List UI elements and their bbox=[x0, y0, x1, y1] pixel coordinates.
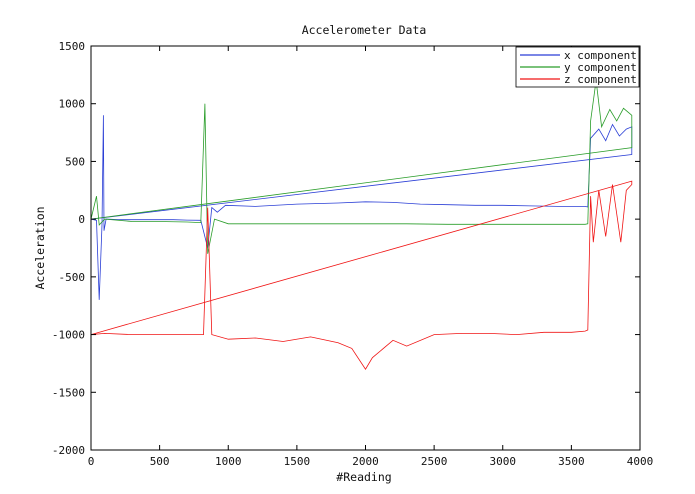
y-tick-label: 500 bbox=[65, 155, 85, 168]
axis-ticks: 0 500 1000 1500 2000 2500 3000 3500 4000 -2000 -15… bbox=[52, 40, 653, 468]
y-tick-label: 0 bbox=[78, 213, 85, 226]
x-tick-label: 500 bbox=[150, 455, 170, 468]
x-tick-label: 3500 bbox=[558, 455, 585, 468]
plot-area bbox=[90, 80, 633, 370]
legend-label-1: x component bbox=[564, 49, 637, 62]
x-tick-label: 4000 bbox=[627, 455, 654, 468]
series-line-1 bbox=[90, 115, 633, 300]
y-axis-title: Acceleration bbox=[33, 206, 47, 289]
legend-label-2: y component bbox=[564, 61, 637, 74]
y-tick-label: 1500 bbox=[59, 40, 86, 53]
series-line-3 bbox=[90, 180, 633, 370]
plot-frame bbox=[90, 45, 641, 451]
x-axis-title: #Reading bbox=[336, 470, 391, 484]
y-tick-label: -1500 bbox=[52, 386, 85, 399]
x-tick-label: 2500 bbox=[421, 455, 448, 468]
y-tick-label: -2000 bbox=[52, 444, 85, 457]
x-tick-label: 1000 bbox=[215, 455, 242, 468]
x-tick-label: 1500 bbox=[284, 455, 311, 468]
y-tick-label: 1000 bbox=[59, 98, 86, 111]
y-tick-label: -500 bbox=[59, 271, 86, 284]
y-tick-label: -1000 bbox=[52, 329, 85, 342]
x-tick-label: 3000 bbox=[490, 455, 517, 468]
series-line-2 bbox=[90, 80, 633, 254]
x-tick-label: 2000 bbox=[352, 455, 379, 468]
x-tick-label: 0 bbox=[88, 455, 95, 468]
chart-title: Accelerometer Data bbox=[302, 23, 427, 37]
legend-label-3: z component bbox=[564, 73, 637, 86]
